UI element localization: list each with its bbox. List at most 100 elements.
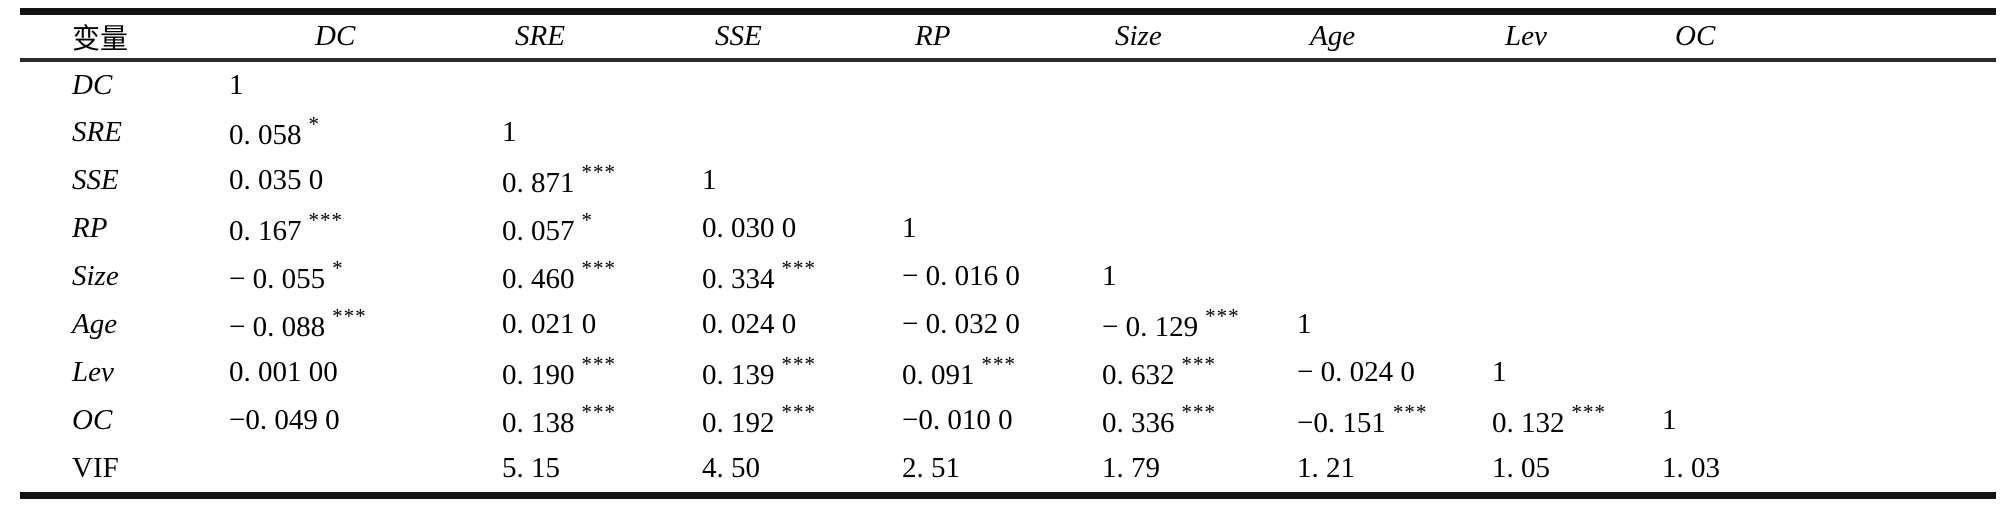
- cell-value: − 0. 032 0: [902, 307, 1020, 340]
- cell-value: 4. 50: [702, 451, 760, 484]
- cell-Lev-Lev: 1: [1470, 348, 1640, 396]
- column-header-OC: OC: [1640, 15, 1996, 62]
- cell-value: 1: [1492, 355, 1507, 388]
- cell-VIF-DC: [205, 444, 480, 492]
- row-label-RP: RP: [72, 211, 108, 244]
- column-header-Age: Age: [1275, 15, 1470, 62]
- cell-Lev-DC: 0. 001 00: [205, 348, 480, 396]
- significance-stars: ***: [1181, 400, 1216, 424]
- cell-value: 1: [902, 211, 917, 244]
- significance-stars: ***: [1392, 400, 1428, 424]
- cell-value: 0. 021 0: [502, 307, 597, 340]
- cell-DC-SSE: [680, 60, 880, 108]
- cell-Lev-OC: [1640, 348, 1996, 396]
- cell-value: 5. 15: [502, 451, 560, 484]
- cell-Age-Size: − 0. 129 ***: [1080, 300, 1275, 348]
- table-header: 变量 DC SRE SSE RP Size Age Lev OC: [20, 15, 1996, 62]
- cell-DC-Lev: [1470, 60, 1640, 108]
- header-row: 变量 DC SRE SSE RP Size Age Lev OC: [20, 15, 1996, 62]
- cell-Lev-RP: 0. 091 ***: [880, 348, 1080, 396]
- cell-value: − 0. 016 0: [902, 259, 1020, 292]
- significance-stars: ***: [581, 352, 616, 376]
- column-header-SRE: SRE: [480, 15, 680, 62]
- cell-value: − 0. 088: [229, 311, 326, 343]
- column-header-Lev: Lev: [1470, 15, 1640, 62]
- cell-value: 0. 001 00: [229, 355, 338, 388]
- column-header-RP: RP: [880, 15, 1080, 62]
- significance-stars: ***: [781, 256, 816, 280]
- cell-Age-Age: 1: [1275, 300, 1470, 348]
- correlation-table-container: 变量 DC SRE SSE RP Size Age Lev OC DC 1 SRE 0. 058 * 1 S…: [20, 8, 1996, 499]
- significance-stars: ***: [308, 208, 343, 232]
- cell-value: 1: [702, 163, 717, 196]
- cell-value: 0. 035 0: [229, 163, 324, 196]
- cell-Lev-Age: − 0. 024 0: [1275, 348, 1470, 396]
- cell-DC-OC: [1640, 60, 1996, 108]
- significance-stars: ***: [332, 304, 367, 328]
- cell-RP-Size: [1080, 204, 1275, 252]
- cell-SSE-OC: [1640, 156, 1996, 204]
- column-header-Size: Size: [1080, 15, 1275, 62]
- cell-SRE-Size: [1080, 108, 1275, 156]
- significance-stars: ***: [781, 352, 816, 376]
- row-label-VIF: VIF: [72, 451, 119, 484]
- cell-VIF-Lev: 1. 05: [1470, 444, 1640, 492]
- cell-Lev-SSE: 0. 139 ***: [680, 348, 880, 396]
- cell-value: 1: [229, 68, 244, 101]
- cell-Size-RP: − 0. 016 0: [880, 252, 1080, 300]
- cell-value: 0. 091: [902, 359, 975, 391]
- significance-stars: ***: [1205, 304, 1240, 328]
- table-row-Age: Age − 0. 088 *** 0. 021 0 0. 024 0− 0. 032 0…: [20, 300, 1996, 348]
- cell-value: − 0. 129: [1102, 311, 1199, 343]
- significance-stars: *: [308, 112, 320, 136]
- cell-Age-SSE: 0. 024 0: [680, 300, 880, 348]
- cell-value: 0. 138: [502, 407, 575, 439]
- cell-SSE-SRE: 0. 871 ***: [480, 156, 680, 204]
- cell-DC-SRE: [480, 60, 680, 108]
- cell-SSE-Lev: [1470, 156, 1640, 204]
- cell-value: − 0. 055: [229, 263, 326, 295]
- row-label-SRE: SRE: [72, 115, 122, 148]
- significance-stars: ***: [581, 160, 616, 184]
- cell-DC-Size: [1080, 60, 1275, 108]
- cell-RP-DC: 0. 167 ***: [205, 204, 480, 252]
- cell-value: 0. 024 0: [702, 307, 797, 340]
- table-row-DC: DC 1: [20, 60, 1996, 108]
- significance-stars: *: [332, 256, 344, 280]
- cell-SSE-Size: [1080, 156, 1275, 204]
- cell-value: 0. 192: [702, 407, 775, 439]
- cell-value: 0. 871: [502, 167, 575, 199]
- cell-Age-OC: [1640, 300, 1996, 348]
- cell-value: −0. 049 0: [229, 403, 340, 436]
- cell-value: 0. 167: [229, 215, 302, 247]
- cell-OC-Size: 0. 336 ***: [1080, 396, 1275, 444]
- significance-stars: ***: [1181, 352, 1216, 376]
- cell-SRE-SSE: [680, 108, 880, 156]
- significance-stars: ***: [981, 352, 1016, 376]
- cell-VIF-Age: 1. 21: [1275, 444, 1470, 492]
- cell-OC-OC: 1: [1640, 396, 1996, 444]
- cell-DC-Age: [1275, 60, 1470, 108]
- cell-value: 0. 030 0: [702, 211, 797, 244]
- cell-SRE-SRE: 1: [480, 108, 680, 156]
- cell-OC-SRE: 0. 138 ***: [480, 396, 680, 444]
- cell-value: 0. 336: [1102, 407, 1175, 439]
- cell-RP-RP: 1: [880, 204, 1080, 252]
- cell-Size-SRE: 0. 460 ***: [480, 252, 680, 300]
- cell-SSE-Age: [1275, 156, 1470, 204]
- column-header-变量: 变量: [20, 15, 205, 62]
- row-label-Lev: Lev: [72, 355, 114, 388]
- cell-SSE-DC: 0. 035 0: [205, 156, 480, 204]
- table-row-SSE: SSE 0. 035 0 0. 871 *** 1: [20, 156, 1996, 204]
- cell-value: 1: [502, 115, 517, 148]
- cell-OC-DC: −0. 049 0: [205, 396, 480, 444]
- cell-VIF-Size: 1. 79: [1080, 444, 1275, 492]
- cell-value: 1: [1102, 259, 1117, 292]
- cell-Age-RP: − 0. 032 0: [880, 300, 1080, 348]
- cell-OC-Lev: 0. 132 ***: [1470, 396, 1640, 444]
- table-row-OC: OC −0. 049 0 0. 138 *** 0. 192 *** −0. 010 0 0.…: [20, 396, 1996, 444]
- cell-value: 0. 334: [702, 263, 775, 295]
- cell-value: 0. 460: [502, 263, 575, 295]
- row-label-Size: Size: [72, 259, 119, 292]
